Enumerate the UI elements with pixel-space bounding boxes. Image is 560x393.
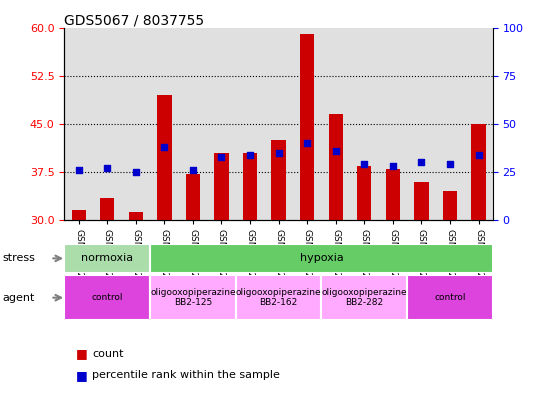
Bar bbox=[321, 275, 407, 320]
Bar bbox=[72, 211, 86, 220]
Point bbox=[245, 151, 254, 158]
Text: GDS5067 / 8037755: GDS5067 / 8037755 bbox=[64, 14, 204, 28]
Bar bbox=[64, 244, 150, 273]
Text: hypoxia: hypoxia bbox=[300, 253, 343, 263]
Point bbox=[388, 163, 397, 169]
Point bbox=[360, 161, 368, 167]
Point bbox=[217, 153, 226, 160]
Bar bbox=[472, 124, 486, 220]
Text: ■: ■ bbox=[76, 347, 87, 360]
Point bbox=[331, 148, 340, 154]
Bar bbox=[129, 212, 143, 220]
Bar bbox=[150, 275, 236, 320]
Point bbox=[417, 159, 426, 165]
Bar bbox=[243, 152, 257, 220]
Bar bbox=[100, 198, 114, 220]
Bar bbox=[407, 275, 493, 320]
Bar bbox=[386, 169, 400, 220]
Text: count: count bbox=[92, 349, 124, 359]
Point bbox=[103, 165, 112, 171]
Text: oligooxopiperazine
BB2-282: oligooxopiperazine BB2-282 bbox=[321, 288, 407, 307]
Text: oligooxopiperazine
BB2-162: oligooxopiperazine BB2-162 bbox=[236, 288, 321, 307]
Point bbox=[188, 167, 198, 173]
Text: control: control bbox=[434, 293, 466, 302]
Text: oligooxopiperazine
BB2-125: oligooxopiperazine BB2-125 bbox=[150, 288, 236, 307]
Point bbox=[160, 144, 169, 150]
Point bbox=[302, 140, 311, 146]
Point bbox=[131, 169, 140, 175]
Text: normoxia: normoxia bbox=[81, 253, 133, 263]
Bar bbox=[150, 244, 493, 273]
Text: agent: agent bbox=[3, 293, 35, 303]
Bar bbox=[236, 275, 321, 320]
Bar bbox=[357, 165, 371, 220]
Bar bbox=[329, 114, 343, 220]
Text: stress: stress bbox=[3, 253, 36, 263]
Text: percentile rank within the sample: percentile rank within the sample bbox=[92, 370, 280, 380]
Text: control: control bbox=[91, 293, 123, 302]
Text: ■: ■ bbox=[76, 369, 87, 382]
Point bbox=[474, 151, 483, 158]
Point bbox=[446, 161, 455, 167]
Point bbox=[74, 167, 83, 173]
Bar bbox=[157, 95, 171, 220]
Bar bbox=[186, 174, 200, 220]
Bar bbox=[214, 152, 228, 220]
Point bbox=[274, 149, 283, 156]
Bar bbox=[443, 191, 457, 220]
Bar bbox=[272, 140, 286, 220]
Bar bbox=[414, 182, 428, 220]
Bar bbox=[64, 275, 150, 320]
Bar bbox=[300, 34, 314, 220]
